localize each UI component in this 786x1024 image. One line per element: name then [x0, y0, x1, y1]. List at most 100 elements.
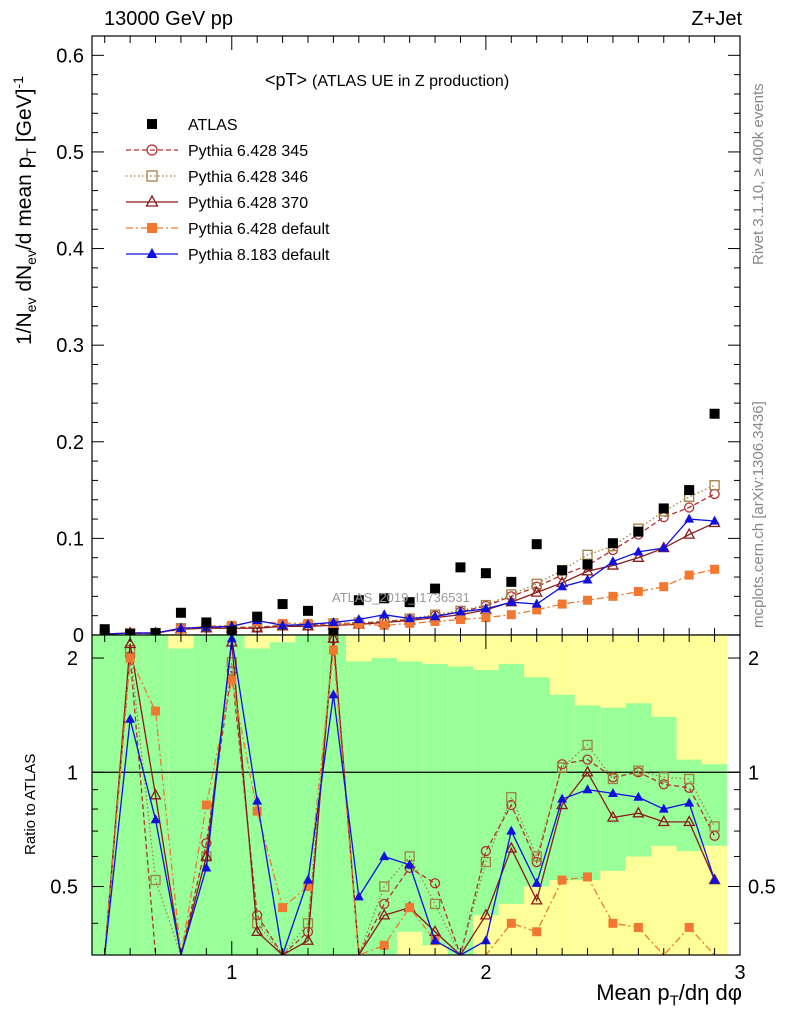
- ratio-point-pythia-8-183-default: [125, 713, 136, 723]
- ratio-point-pythia-6-428-default: [278, 903, 288, 913]
- ratio-point-pythia-6-428-370: [530, 893, 543, 905]
- data-point-pythia-8-183-default: [455, 606, 466, 616]
- ratio-frame: [91, 634, 741, 956]
- data-point-pythia-8-183-default: [328, 617, 339, 627]
- data-point-pythia-8-183-default: [430, 611, 441, 621]
- legend-marker-pythia-6-428-346: [146, 170, 158, 182]
- plot-title: <pT> (ATLAS UE in Z production): [265, 70, 509, 91]
- data-point-atlas: [582, 559, 593, 570]
- ratio-point-pythia-6-428-370: [657, 815, 670, 827]
- legend-marker-pythia-6-428-345: [146, 144, 158, 156]
- data-point-atlas: [303, 605, 313, 616]
- ratio-point-pythia-6-428-346: [607, 773, 619, 785]
- ratio-point-pythia-6-428-346: [658, 772, 669, 783]
- legend-label-pythia-6-428-345: Pythia 6.428 345: [188, 143, 308, 160]
- ratio-point-pythia-8-183-default: [430, 935, 441, 945]
- x-tick-label: 1: [226, 962, 237, 984]
- ratio-point-pythia-6-428-370: [124, 637, 137, 649]
- x-tick-label: 2: [480, 962, 491, 984]
- ratio-y-tick-label: 2: [748, 648, 759, 670]
- ratio-point-pythia-6-428-default: [252, 806, 262, 816]
- y-tick-label: 0.5: [56, 142, 84, 164]
- band-inner: [219, 635, 245, 955]
- y-tick-label: 0.2: [56, 432, 84, 454]
- ratio-point-pythia-8-183-default: [684, 797, 695, 807]
- plot-title-main: <pT>: [265, 70, 308, 90]
- data-point-pythia-6-428-default: [684, 570, 694, 580]
- data-point-pythia-8-183-default: [175, 622, 186, 632]
- ratio-point-pythia-6-428-default: [608, 918, 618, 928]
- data-point-atlas: [201, 617, 212, 628]
- data-point-atlas: [709, 408, 720, 419]
- data-point-pythia-8-183-default: [531, 598, 542, 608]
- series-line-pythia-6-428-345: [104, 493, 715, 635]
- ratio-point-pythia-8-183-default: [150, 814, 161, 824]
- ratio-point-pythia-8-183-default: [480, 935, 491, 945]
- ratio-point-pythia-6-428-370: [251, 924, 264, 936]
- ratio-point-pythia-6-428-346: [582, 739, 593, 751]
- ratio-point-pythia-6-428-370: [301, 933, 315, 945]
- ratio-y-tick-label: 1: [748, 762, 759, 784]
- ratio-point-pythia-6-428-default: [405, 903, 415, 913]
- data-point-pythia-8-183-default: [658, 542, 669, 552]
- data-point-pythia-8-183-default: [633, 546, 644, 556]
- ratio-point-pythia-6-428-370: [200, 849, 213, 861]
- watermark: ATLAS_2019_I1736531: [332, 590, 470, 605]
- ratio-point-pythia-6-428-345: [531, 856, 542, 868]
- ratio-point-pythia-8-183-default: [404, 859, 415, 869]
- ratio-point-pythia-6-428-default: [684, 922, 694, 932]
- ratio-point-pythia-6-428-370: [556, 798, 569, 810]
- data-point-pythia-6-428-default: [354, 619, 364, 629]
- data-point-pythia-6-428-default: [583, 595, 593, 605]
- data-point-pythia-6-428-346: [709, 480, 720, 491]
- band-inner: [447, 666, 474, 955]
- data-point-pythia-8-183-default: [607, 556, 618, 566]
- data-point-pythia-6-428-default: [633, 587, 643, 597]
- data-point-pythia-8-183-default: [353, 614, 364, 624]
- ratio-y-tick-label: 0.5: [50, 877, 78, 899]
- ratio-point-pythia-6-428-default: [227, 675, 237, 685]
- band-inner: [625, 703, 652, 857]
- ratio-point-pythia-6-428-345: [506, 799, 517, 811]
- ratio-point-pythia-8-183-default: [252, 795, 263, 805]
- ratio-point-pythia-6-428-370: [479, 908, 492, 920]
- band-inner: [473, 669, 499, 916]
- ratio-point-pythia-8-183-default: [582, 784, 593, 794]
- data-point-atlas: [684, 485, 695, 496]
- ratio-point-pythia-6-428-345: [429, 878, 441, 889]
- data-point-pythia-6-428-default: [659, 582, 669, 592]
- x-axis-title: Mean pT/dη dφ: [596, 980, 742, 1010]
- ratio-point-pythia-6-428-346: [150, 874, 161, 886]
- plot-title-sub: (ATLAS UE in Z production): [312, 73, 510, 90]
- band-inner: [422, 663, 448, 946]
- ratio-curves: [104, 635, 721, 955]
- ratio-y-tick-label: 2: [67, 648, 78, 670]
- ratio-point-pythia-6-428-346: [531, 851, 542, 862]
- data-point-pythia-8-183-default: [506, 596, 517, 606]
- ratio-point-pythia-6-428-370: [378, 908, 391, 920]
- ratio-point-pythia-6-428-346: [379, 881, 390, 892]
- data-point-atlas: [531, 539, 542, 550]
- legend-label-atlas: ATLAS: [188, 117, 238, 134]
- data-point-atlas: [633, 526, 644, 537]
- ratio-line-pythia-6-428-346: [104, 635, 716, 955]
- series-line-pythia-6-428-346: [104, 484, 715, 635]
- data-point-atlas: [506, 576, 517, 587]
- ratio-point-pythia-6-428-default: [328, 645, 338, 655]
- ratio-y-tick-label: 1: [67, 762, 78, 784]
- legend-label-pythia-6-428-346: Pythia 6.428 346: [188, 169, 308, 186]
- data-point-pythia-8-183-default: [684, 513, 695, 523]
- ratio-point-pythia-6-428-370: [606, 810, 619, 822]
- x-tick-label: 3: [734, 962, 745, 984]
- data-point-pythia-6-428-default: [455, 615, 465, 625]
- data-point-pythia-6-428-default: [405, 618, 415, 628]
- data-point-pythia-8-183-default: [582, 574, 593, 584]
- ratio-point-pythia-6-428-370: [632, 806, 645, 818]
- ratio-point-pythia-6-428-default: [557, 875, 567, 885]
- data-point-atlas: [175, 607, 186, 618]
- ratio-point-pythia-8-183-default: [607, 787, 618, 797]
- data-point-pythia-8-183-default: [379, 609, 390, 619]
- data-point-pythia-6-428-default: [532, 605, 542, 615]
- data-point-pythia-6-428-default: [710, 564, 720, 574]
